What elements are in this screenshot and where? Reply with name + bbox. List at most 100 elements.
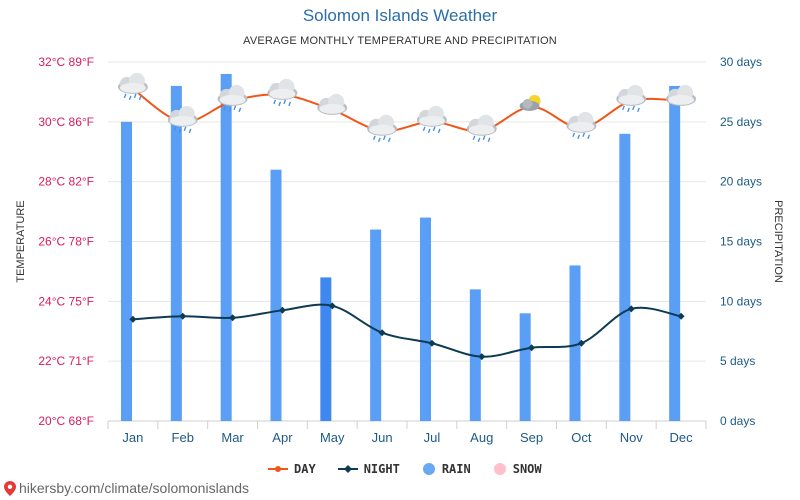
rain-bar-jun xyxy=(370,229,382,421)
left-tick-label: 28°C 82°F xyxy=(38,175,94,189)
x-tick-label: Apr xyxy=(272,430,293,445)
rain-drop xyxy=(278,101,282,107)
rain-drop xyxy=(133,93,137,99)
legend-label-snow: SNOW xyxy=(512,462,542,476)
cloud-puff xyxy=(522,98,533,109)
cloud-icon xyxy=(317,93,348,115)
chart-title: Solomon Islands Weather xyxy=(302,6,498,25)
cloud-base xyxy=(468,124,495,135)
cloud-base xyxy=(618,94,645,105)
legend-label-night: NIGHT xyxy=(363,462,400,476)
rain-bar-oct xyxy=(569,265,581,421)
rain-drop xyxy=(427,128,431,134)
x-tick-label: Nov xyxy=(620,430,644,445)
cloud-base xyxy=(119,82,146,93)
legend-item-day[interactable]: DAY xyxy=(268,462,316,476)
rain-cloud-icon xyxy=(267,78,298,107)
right-tick-label: 10 days xyxy=(720,294,762,308)
snow-dot-icon xyxy=(493,463,506,475)
rain-bar-mar xyxy=(220,73,232,421)
rain-cloud-icon xyxy=(117,72,148,101)
rain-cloud-icon xyxy=(566,111,597,140)
rain-dot-icon xyxy=(422,463,435,475)
x-tick-label: Oct xyxy=(571,430,592,445)
cloud-base xyxy=(169,115,196,126)
rain-drop xyxy=(128,95,132,101)
night-point-apr xyxy=(278,306,286,314)
night-point-jun xyxy=(378,329,386,337)
rain-drop xyxy=(173,126,177,132)
rain-bar-sep xyxy=(519,313,531,421)
right-tick-label: 30 days xyxy=(720,55,762,69)
night-point-jan xyxy=(129,315,137,323)
night-point-nov xyxy=(627,305,635,313)
rain-drop xyxy=(587,134,591,140)
cloud-base xyxy=(219,94,246,105)
night-point-may xyxy=(328,302,336,310)
rain-drop xyxy=(387,137,391,143)
rain-drop xyxy=(238,107,242,113)
rain-drop xyxy=(123,93,127,99)
rain-drop xyxy=(572,132,576,138)
rain-cloud-icon xyxy=(466,114,497,143)
left-tick-label: 24°C 75°F xyxy=(38,294,94,308)
cloud-icon xyxy=(666,84,697,106)
rain-drop xyxy=(482,135,486,141)
x-tick-label: Mar xyxy=(221,430,244,445)
right-tick-label: 15 days xyxy=(720,235,762,249)
left-tick-label: 32°C 89°F xyxy=(38,55,94,69)
x-tick-label: Jul xyxy=(424,430,441,445)
x-tick-label: Sep xyxy=(520,430,543,445)
x-tick-label: Dec xyxy=(670,430,694,445)
night-point-oct xyxy=(577,339,585,347)
map-pin-icon xyxy=(4,480,16,496)
night-point-mar xyxy=(229,314,237,322)
rain-bar-dec xyxy=(669,85,681,421)
x-tick-label: May xyxy=(320,430,345,445)
legend-item-snow[interactable]: SNOW xyxy=(493,462,542,476)
left-tick-label: 26°C 78°F xyxy=(38,235,94,249)
rain-drop xyxy=(223,105,227,111)
cloud-base xyxy=(269,88,296,99)
right-tick-label: 20 days xyxy=(720,175,762,189)
night-point-sep xyxy=(528,344,536,352)
rain-drop xyxy=(228,107,232,113)
rain-drop xyxy=(288,101,292,107)
cloud-base xyxy=(668,94,695,105)
rain-drop xyxy=(183,126,187,132)
right-tick-label: 5 days xyxy=(720,354,755,368)
rain-drop xyxy=(233,105,237,111)
rain-drop xyxy=(437,128,441,134)
right-tick-label: 0 days xyxy=(720,414,755,428)
cloud-base xyxy=(369,124,396,135)
rain-cloud-icon xyxy=(416,105,447,134)
x-tick-label: Jan xyxy=(122,430,143,445)
rain-bar-may xyxy=(320,277,332,421)
rain-drop xyxy=(577,134,581,140)
left-tick-label: 22°C 71°F xyxy=(38,354,94,368)
rain-drop xyxy=(138,95,142,101)
rain-cloud-icon xyxy=(167,105,198,134)
night-point-aug xyxy=(478,353,486,361)
chart-legend: DAY NIGHT RAIN SNOW xyxy=(268,462,564,476)
legend-item-rain[interactable]: RAIN xyxy=(422,462,471,476)
source-url: hikersby.com/climate/solomonislands xyxy=(19,480,250,496)
rain-cloud-icon xyxy=(616,84,647,113)
chart-subtitle: AVERAGE MONTHLY TEMPERATURE AND PRECIPIT… xyxy=(243,35,557,47)
rain-bar-apr xyxy=(270,169,282,421)
rain-drop xyxy=(477,137,481,143)
legend-item-night[interactable]: NIGHT xyxy=(337,462,400,476)
rain-drop xyxy=(472,135,476,141)
rain-drop xyxy=(283,99,287,105)
rain-drop xyxy=(637,107,640,113)
rain-bar-nov xyxy=(619,133,631,422)
right-axis-title: PRECIPITATION xyxy=(772,200,784,283)
legend-label-rain: RAIN xyxy=(441,462,471,476)
day-series-line xyxy=(132,88,682,133)
left-tick-label: 30°C 86°F xyxy=(38,115,94,129)
rain-bar-jul xyxy=(420,217,431,421)
x-tick-label: Feb xyxy=(172,430,194,445)
source-link[interactable]: hikersby.com/climate/solomonislands xyxy=(4,480,249,496)
legend-label-day: DAY xyxy=(294,462,316,476)
rain-drop xyxy=(632,105,635,111)
